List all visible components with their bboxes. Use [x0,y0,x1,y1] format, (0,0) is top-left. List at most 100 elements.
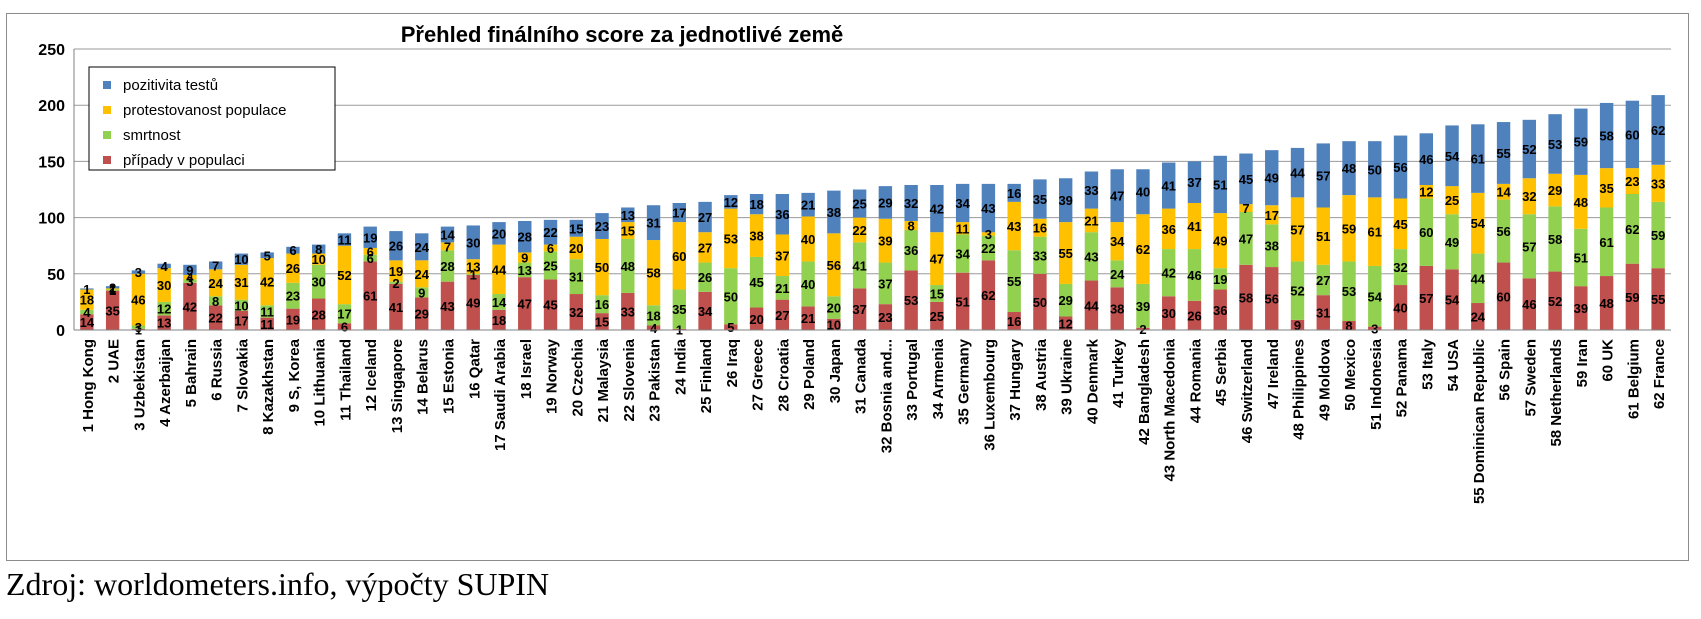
data-label: 44 [1290,166,1305,181]
bar-segment [518,262,532,278]
data-label: 12 [157,302,171,317]
data-label: 22 [208,311,222,326]
data-label: 7 [212,258,219,273]
data-label: 9 [418,285,425,300]
data-label: 59 [1625,290,1639,305]
data-label: 61 [1599,235,1613,250]
data-label: 35 [105,303,119,318]
bar-segment [1599,207,1614,277]
data-label: 19 [363,230,377,245]
data-label: 15 [621,224,635,239]
data-label: 8 [1345,319,1352,334]
data-label: 21 [801,198,815,213]
bar-segment [1058,222,1073,284]
bar-segment [1187,300,1202,330]
bar-segment [1239,204,1253,212]
data-label: 17 [672,206,686,221]
data-label: 60 [1496,289,1510,304]
bar-segment [698,262,712,292]
bar-segment [466,259,480,274]
bar-segment [1136,327,1150,330]
bar-segment [389,283,403,330]
bar-segment [1548,114,1562,174]
x-tick-label: 9 S, Korea [286,338,303,412]
bar-segment [389,231,403,261]
data-label: 56 [1496,224,1510,239]
bar-segment [1522,214,1537,279]
bar-segment [981,183,996,233]
data-label: 28 [311,307,325,322]
data-label: 44 [1084,298,1099,313]
bar-segment [1419,198,1433,266]
bar-segment [1419,185,1433,199]
bar-segment [1548,271,1562,330]
bar-segment [131,273,146,326]
bar-segment [1136,214,1150,284]
data-label: 39 [878,234,892,249]
bar-segment [1239,264,1253,330]
legend-swatch [103,156,111,164]
data-label: 49 [466,295,480,310]
data-label: 28 [440,259,454,274]
data-label: 21 [1084,213,1098,228]
bar-segment [183,274,197,280]
bar-segment [337,233,352,246]
bar-segment [852,189,867,218]
bar-segment [672,328,687,330]
data-label: 52 [1522,142,1536,157]
legend-entry: protestovanost populace [123,102,286,119]
data-label: 24 [1471,310,1486,325]
data-label: 53 [904,293,918,308]
bar-segment [1419,265,1433,330]
bar-segment [286,253,300,283]
bar-segment [157,301,171,316]
bar-segment [1651,201,1665,269]
data-label: 54 [1368,289,1383,304]
data-label: 9 [186,263,193,278]
data-label: 2 [1139,322,1146,337]
x-tick-label: 23 Pakistan [647,339,664,422]
data-label: 57 [1522,239,1536,254]
data-label: 34 [1110,234,1125,249]
x-tick-label: 49 Moldova [1316,338,1333,420]
bar-segment [646,240,661,306]
data-label: 23 [286,289,300,304]
data-label: 50 [1033,295,1047,310]
data-label: 8 [315,242,322,257]
data-label: 21 [775,281,789,296]
bar-segment [208,269,223,297]
bar-segment [1393,249,1408,286]
data-label: 4 [83,305,91,320]
x-tick-label: 30 Japan [827,339,844,403]
x-tick-label: 56 Spain [1497,339,1514,401]
bar-segment [646,305,661,326]
data-label: 16 [1007,186,1021,201]
bar-segment [1368,265,1382,327]
bar-segment [492,294,506,310]
data-label: 48 [1599,296,1613,311]
data-label: 59 [1651,228,1665,243]
bar-segment [543,251,558,280]
data-label: 44 [492,262,507,277]
data-label: 3 [1371,321,1378,336]
data-label: 14 [440,227,455,242]
data-label: 29 [1058,293,1072,308]
x-tick-label: 58 Netherlands [1548,339,1565,447]
data-label: 23 [878,310,892,325]
bar-segment [1007,250,1021,313]
x-tick-label: 10 Lithuania [312,338,329,426]
bar-segment [1033,218,1047,237]
bar-segment [749,307,764,330]
data-label: 55 [1651,292,1665,307]
data-label: 41 [852,258,866,273]
data-label: 46 [1419,152,1433,167]
legend-swatch [103,81,111,89]
bar-segment [801,192,815,217]
data-label: 16 [1007,314,1021,329]
bar-segment [646,325,661,330]
data-label: 39 [1574,301,1588,316]
bar-segment [1548,206,1562,272]
bar-segment [801,306,815,330]
bar-segment [80,309,94,315]
data-label: 11 [338,233,352,248]
